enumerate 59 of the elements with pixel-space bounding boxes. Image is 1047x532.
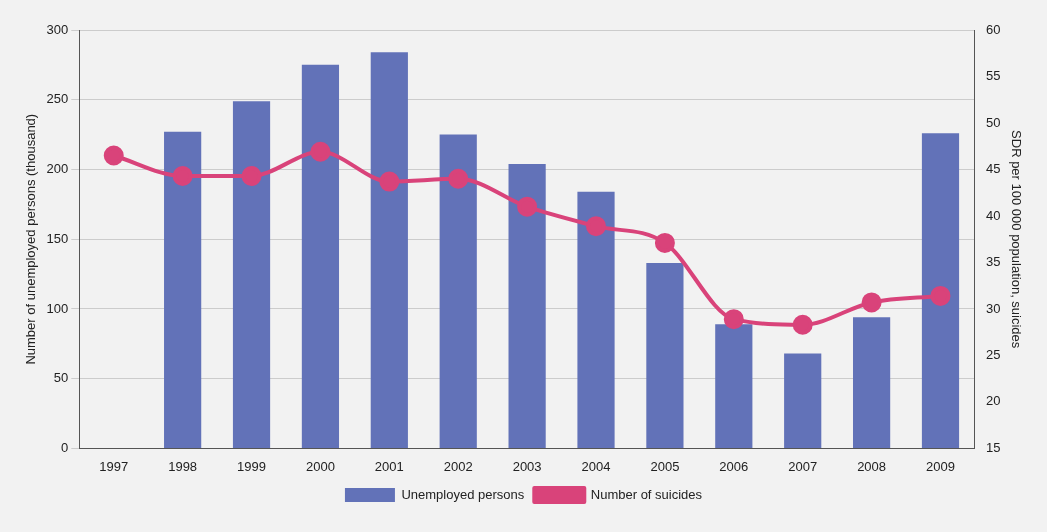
x-tick-label: 2002 bbox=[443, 458, 473, 474]
y2-tick-label: 15 bbox=[985, 439, 1001, 455]
point bbox=[792, 314, 813, 335]
point bbox=[172, 165, 193, 186]
bar bbox=[784, 353, 822, 448]
point bbox=[861, 292, 882, 313]
y-tick-label: 50 bbox=[53, 370, 69, 386]
x-tick-label: 2003 bbox=[512, 458, 542, 474]
x-tick-label: 1998 bbox=[168, 458, 198, 474]
y2-tick-label: 35 bbox=[985, 254, 1001, 270]
bar bbox=[301, 64, 340, 448]
y-tick-label: 300 bbox=[46, 21, 69, 37]
y-tick-label: 150 bbox=[46, 230, 69, 246]
bar bbox=[577, 191, 615, 448]
point bbox=[517, 196, 538, 217]
bar bbox=[921, 133, 960, 448]
bar bbox=[646, 262, 684, 448]
y-tick-label: 250 bbox=[46, 91, 69, 107]
bar bbox=[370, 52, 408, 448]
point bbox=[241, 165, 262, 186]
y2-axis-title: SDR per 100 000 population, suicides bbox=[1008, 130, 1024, 349]
legend-label: Unemployed persons bbox=[401, 486, 525, 502]
bar bbox=[164, 131, 202, 448]
y-axis-title: Number of unemployed persons (thousand) bbox=[23, 113, 39, 365]
x-tick-label: 1997 bbox=[99, 458, 129, 474]
point bbox=[103, 145, 124, 166]
y2-tick-label: 20 bbox=[985, 393, 1001, 409]
y2-tick-label: 25 bbox=[985, 347, 1001, 362]
point bbox=[723, 309, 744, 330]
bar bbox=[715, 324, 753, 448]
bar bbox=[508, 163, 546, 448]
x-tick-label: 2008 bbox=[857, 458, 887, 474]
point bbox=[586, 216, 607, 237]
y2-tick-label: 30 bbox=[985, 300, 1001, 316]
point bbox=[930, 285, 951, 306]
point bbox=[448, 168, 469, 189]
y-tick-label: 200 bbox=[46, 161, 69, 177]
legend-label: Number of suicides bbox=[590, 486, 703, 502]
y2-tick-label: 50 bbox=[985, 114, 1001, 130]
bar bbox=[232, 101, 271, 448]
x-tick-label: 2005 bbox=[650, 458, 680, 474]
y2-tick-label: 45 bbox=[985, 161, 1001, 177]
point bbox=[654, 232, 675, 253]
bar bbox=[439, 134, 477, 448]
x-tick-label: 2007 bbox=[788, 458, 818, 474]
y2-tick-label: 55 bbox=[985, 68, 1001, 84]
x-tick-label: 2001 bbox=[374, 458, 404, 474]
y-tick-label: 0 bbox=[61, 439, 69, 455]
x-tick-label: 2009 bbox=[926, 458, 955, 474]
y2-tick-label: 60 bbox=[985, 21, 1001, 37]
x-tick-label: 1999 bbox=[237, 458, 266, 474]
y-tick-label: 100 bbox=[46, 300, 69, 316]
y2-tick-label: 40 bbox=[985, 207, 1001, 223]
x-tick-label: 2000 bbox=[305, 458, 335, 474]
point bbox=[379, 171, 400, 192]
point bbox=[310, 141, 331, 162]
bar bbox=[852, 317, 891, 448]
x-tick-label: 2004 bbox=[581, 458, 611, 474]
x-tick-label: 2006 bbox=[719, 458, 749, 474]
